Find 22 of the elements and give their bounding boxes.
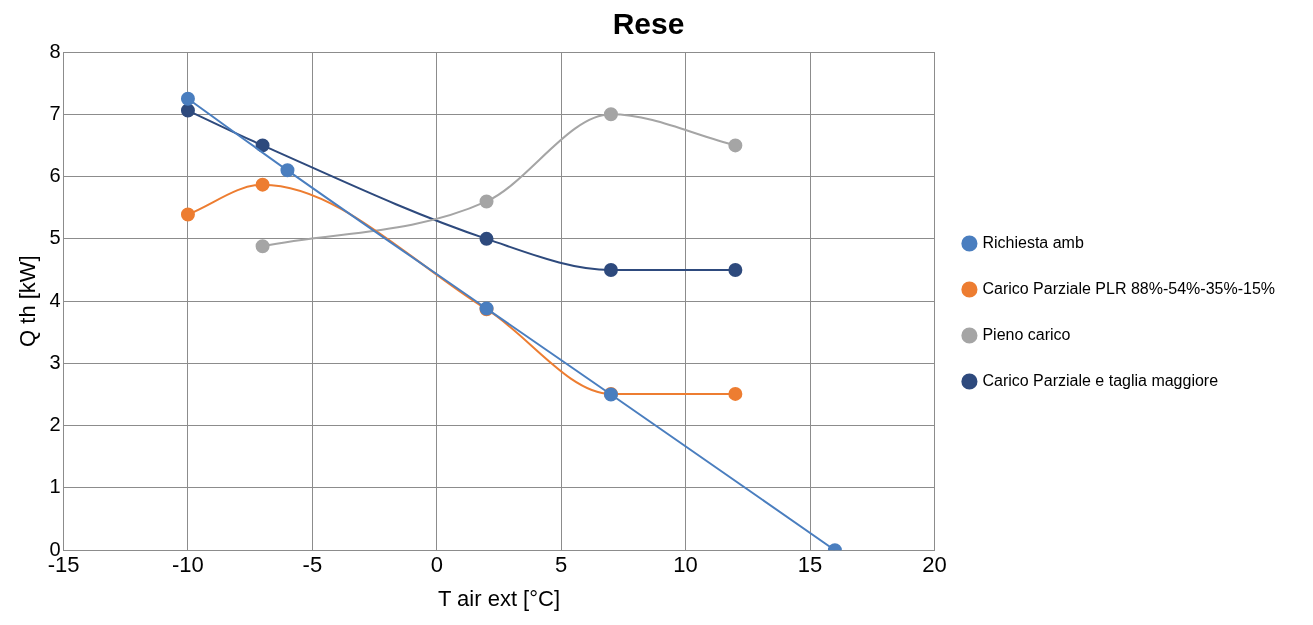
x-tick-label: -10	[172, 552, 204, 578]
legend-label: Richiesta amb	[982, 233, 1084, 251]
x-tick-label: 15	[797, 552, 823, 578]
y-tick-label: 2	[49, 413, 61, 436]
x-tick-label: 10	[673, 552, 698, 578]
legend-label: Pieno carico	[982, 325, 1071, 343]
y-tick-label: 4	[49, 288, 61, 311]
x-tick-label: 20	[922, 552, 947, 578]
y-tick-label: 5	[49, 226, 61, 249]
y-tick-label: 6	[49, 164, 61, 187]
y-axis-title: Q th [kW]	[15, 255, 41, 347]
x-tick-label: -5	[302, 552, 323, 578]
y-tick-label: 3	[49, 350, 61, 373]
x-tick-label: 5	[555, 552, 568, 578]
y-tick-label: 1	[49, 475, 61, 498]
legend-label: Carico Parziale e taglia maggiore	[982, 371, 1219, 389]
x-tick-label: 0	[430, 552, 443, 578]
legend-label: Carico Parziale PLR 88%-54%-35%-15%	[982, 279, 1275, 297]
y-tick-label: 7	[49, 101, 61, 124]
y-tick-label: 8	[49, 39, 61, 62]
chart-title: Rese	[612, 7, 685, 41]
x-axis-title: T air ext [°C]	[437, 585, 561, 611]
